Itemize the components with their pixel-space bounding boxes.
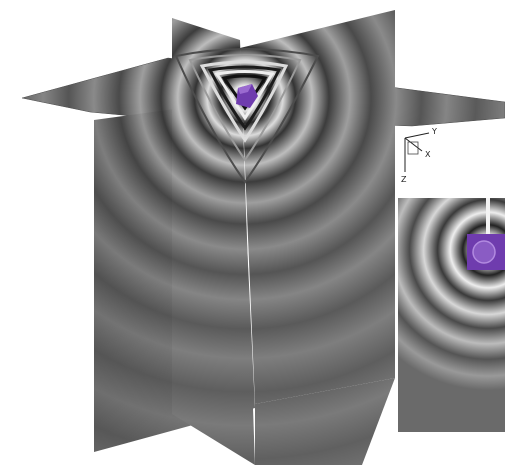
wave-rings <box>174 48 320 184</box>
inset-zoom-panel <box>398 198 505 432</box>
vertical-slice-bottom <box>255 378 395 465</box>
axis-label-y: Y <box>431 127 437 136</box>
source-body <box>236 84 258 108</box>
axis-label-x: X <box>425 150 431 159</box>
vertical-slice-front <box>172 18 255 465</box>
axis-triad: Y X Z <box>401 127 437 184</box>
vertical-slice-right <box>240 10 395 404</box>
axis-label-z: Z <box>401 175 407 184</box>
